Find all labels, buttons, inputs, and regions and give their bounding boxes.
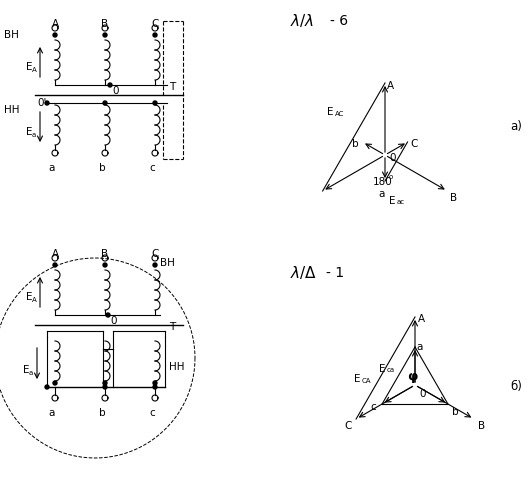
- Polygon shape: [106, 313, 110, 317]
- Text: BH: BH: [4, 30, 19, 40]
- Polygon shape: [108, 83, 112, 87]
- Text: b: b: [99, 408, 105, 418]
- Text: a: a: [29, 370, 33, 376]
- Text: 180: 180: [373, 177, 393, 187]
- Text: T: T: [169, 82, 175, 92]
- Polygon shape: [103, 33, 107, 37]
- Text: b: b: [99, 163, 105, 173]
- Text: 0: 0: [389, 153, 395, 163]
- Text: 0: 0: [110, 316, 117, 326]
- Text: ac: ac: [397, 199, 405, 205]
- Text: A: A: [32, 297, 37, 303]
- Polygon shape: [45, 385, 49, 389]
- Text: 0: 0: [419, 389, 426, 399]
- Text: c: c: [149, 408, 155, 418]
- Text: a: a: [378, 189, 385, 199]
- Text: A: A: [418, 314, 425, 324]
- Text: o: o: [389, 174, 393, 180]
- Text: a: a: [416, 342, 422, 352]
- Text: c: c: [149, 163, 155, 173]
- Text: а): а): [510, 120, 522, 133]
- Text: $\lambda/\Delta$: $\lambda/\Delta$: [290, 264, 317, 281]
- Text: E: E: [379, 364, 385, 373]
- Text: C: C: [151, 19, 159, 29]
- Polygon shape: [153, 101, 157, 105]
- Text: CA: CA: [362, 378, 371, 384]
- Text: A: A: [32, 67, 37, 73]
- Text: ca: ca: [387, 367, 395, 372]
- Polygon shape: [53, 33, 57, 37]
- Polygon shape: [103, 385, 107, 389]
- Polygon shape: [103, 381, 107, 385]
- Text: 0: 0: [112, 86, 119, 96]
- Text: T: T: [169, 322, 175, 332]
- Text: B: B: [451, 193, 458, 203]
- Text: b: b: [452, 407, 459, 417]
- Text: A: A: [52, 249, 59, 259]
- Polygon shape: [153, 381, 157, 385]
- Polygon shape: [53, 263, 57, 267]
- Polygon shape: [153, 263, 157, 267]
- Text: c: c: [370, 402, 376, 412]
- Text: E: E: [354, 374, 360, 384]
- Text: - 1: - 1: [326, 266, 344, 280]
- Text: E: E: [23, 365, 29, 375]
- Text: B: B: [102, 19, 109, 29]
- Text: B: B: [478, 421, 485, 431]
- Text: B: B: [102, 249, 109, 259]
- Text: A: A: [387, 81, 394, 91]
- Text: C: C: [344, 421, 352, 431]
- Text: HH: HH: [4, 105, 20, 115]
- Text: a: a: [49, 163, 55, 173]
- Polygon shape: [153, 385, 157, 389]
- Text: C: C: [151, 249, 159, 259]
- Text: E: E: [26, 127, 32, 137]
- Text: b: b: [353, 139, 359, 149]
- Polygon shape: [45, 101, 49, 105]
- Text: $\lambda/\lambda$: $\lambda/\lambda$: [290, 12, 314, 29]
- Text: $\bf\varphi$: $\bf\varphi$: [407, 371, 419, 385]
- Text: E: E: [389, 196, 395, 206]
- Text: E: E: [327, 107, 334, 117]
- Text: 0': 0': [37, 98, 46, 108]
- Polygon shape: [103, 263, 107, 267]
- Text: E: E: [26, 292, 32, 302]
- Text: AC: AC: [335, 111, 344, 117]
- Polygon shape: [103, 101, 107, 105]
- Text: - 6: - 6: [330, 14, 348, 28]
- Polygon shape: [153, 33, 157, 37]
- Text: C: C: [411, 139, 418, 149]
- Text: A: A: [52, 19, 59, 29]
- Text: a: a: [32, 132, 36, 138]
- Text: б): б): [510, 380, 522, 393]
- Text: BH: BH: [160, 258, 175, 268]
- Text: a: a: [49, 408, 55, 418]
- Polygon shape: [53, 381, 57, 385]
- Text: E: E: [26, 62, 32, 72]
- Text: HH: HH: [169, 362, 185, 372]
